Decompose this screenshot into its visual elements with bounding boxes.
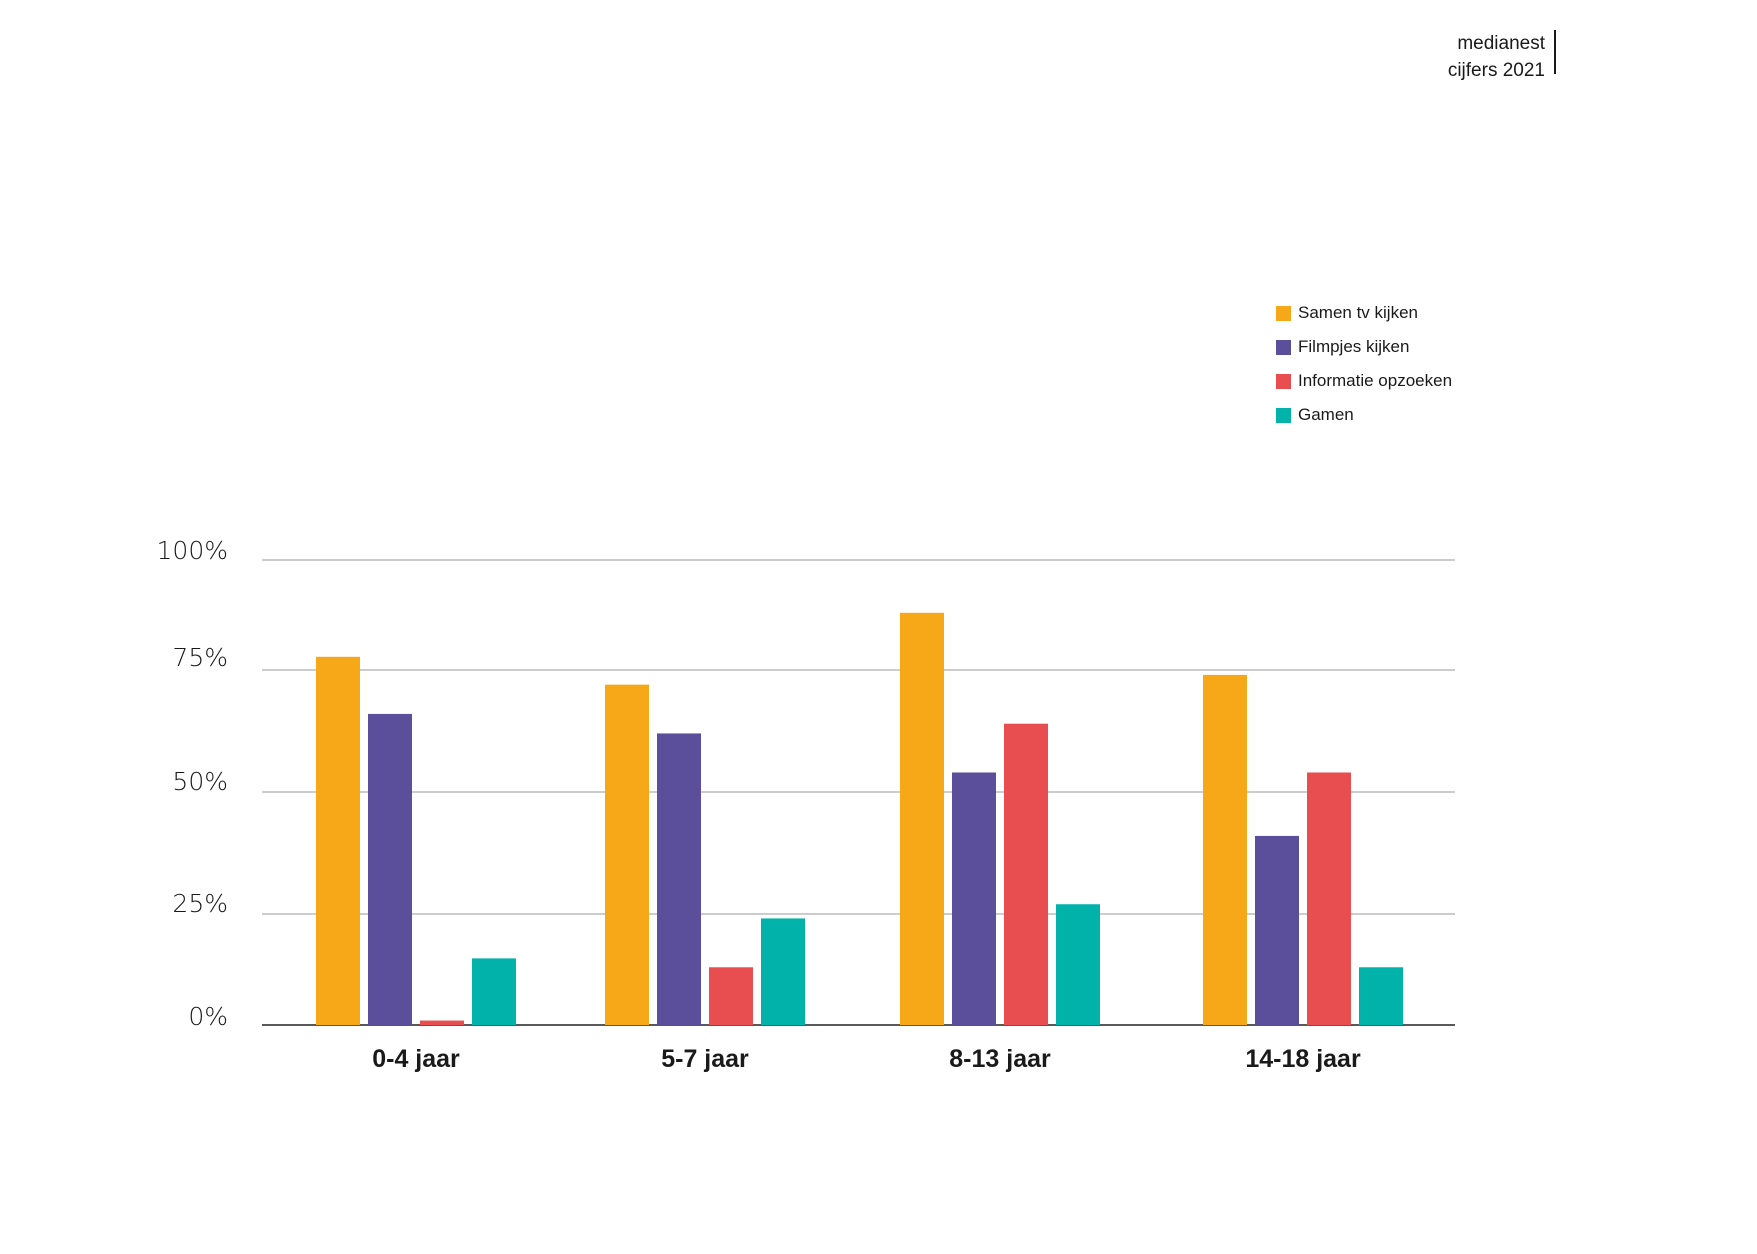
bar-samen-tv-kijken-1 <box>605 684 649 1025</box>
legend-item: Filmpjes kijken <box>1276 330 1452 364</box>
bar-gamen-1 <box>761 918 805 1025</box>
legend-swatch <box>1276 373 1291 389</box>
bars <box>316 612 1403 1025</box>
y-tick-label: 25% <box>172 889 228 918</box>
bar-informatie-opzoeken-3 <box>1307 772 1351 1025</box>
bar-filmpjes-kijken-3 <box>1255 835 1299 1025</box>
bar-samen-tv-kijken-3 <box>1203 674 1247 1025</box>
y-tick-label: 50% <box>172 767 228 796</box>
y-axis-ticks: 0% 25% 50% 75% 100% <box>157 536 228 1031</box>
legend-label: Informatie opzoeken <box>1298 371 1453 390</box>
legend-swatch <box>1276 339 1291 355</box>
legend-item: Gamen <box>1276 398 1452 432</box>
legend-swatch <box>1276 407 1291 423</box>
bar-gamen-2 <box>1056 904 1100 1025</box>
brand-name: medianest <box>1457 33 1545 54</box>
bar-samen-tv-kijken-0 <box>316 656 360 1025</box>
bar-filmpjes-kijken-0 <box>368 713 412 1025</box>
y-tick-label: 75% <box>172 643 228 672</box>
brand-subtitle: cijfers 2021 <box>1447 60 1545 81</box>
x-axis-categories: 0-4 jaar 5-7 jaar 8-13 jaar 14-18 jaar <box>372 1045 1361 1073</box>
legend-swatch <box>1276 305 1291 321</box>
legend-label: Filmpjes kijken <box>1298 337 1410 356</box>
bar-informatie-opzoeken-2 <box>1004 723 1048 1025</box>
legend-item: Samen tv kijken <box>1276 296 1452 330</box>
bar-filmpjes-kijken-2 <box>952 772 996 1025</box>
bar-informatie-opzoeken-0 <box>420 1020 464 1025</box>
bar-gamen-0 <box>472 958 516 1025</box>
y-tick-label: 100% <box>157 536 228 565</box>
x-category-label: 5-7 jaar <box>661 1045 749 1073</box>
brand-block: medianest cijfers 2021 <box>1448 30 1545 84</box>
legend-label: Gamen <box>1298 405 1354 424</box>
bar-samen-tv-kijken-2 <box>900 612 944 1025</box>
bar-filmpjes-kijken-1 <box>657 733 701 1025</box>
x-category-label: 0-4 jaar <box>372 1045 460 1073</box>
legend-item: Informatie opzoeken <box>1276 364 1452 398</box>
x-category-label: 14-18 jaar <box>1245 1045 1361 1073</box>
y-tick-label: 0% <box>188 1002 228 1031</box>
x-category-label: 8-13 jaar <box>949 1045 1051 1073</box>
bar-gamen-3 <box>1359 967 1403 1025</box>
legend-label: Samen tv kijken <box>1298 303 1418 322</box>
brand-divider <box>1554 30 1556 74</box>
chart-legend: Samen tv kijken Filmpjes kijken Informatie… <box>1276 296 1452 432</box>
bar-informatie-opzoeken-1 <box>709 967 753 1025</box>
